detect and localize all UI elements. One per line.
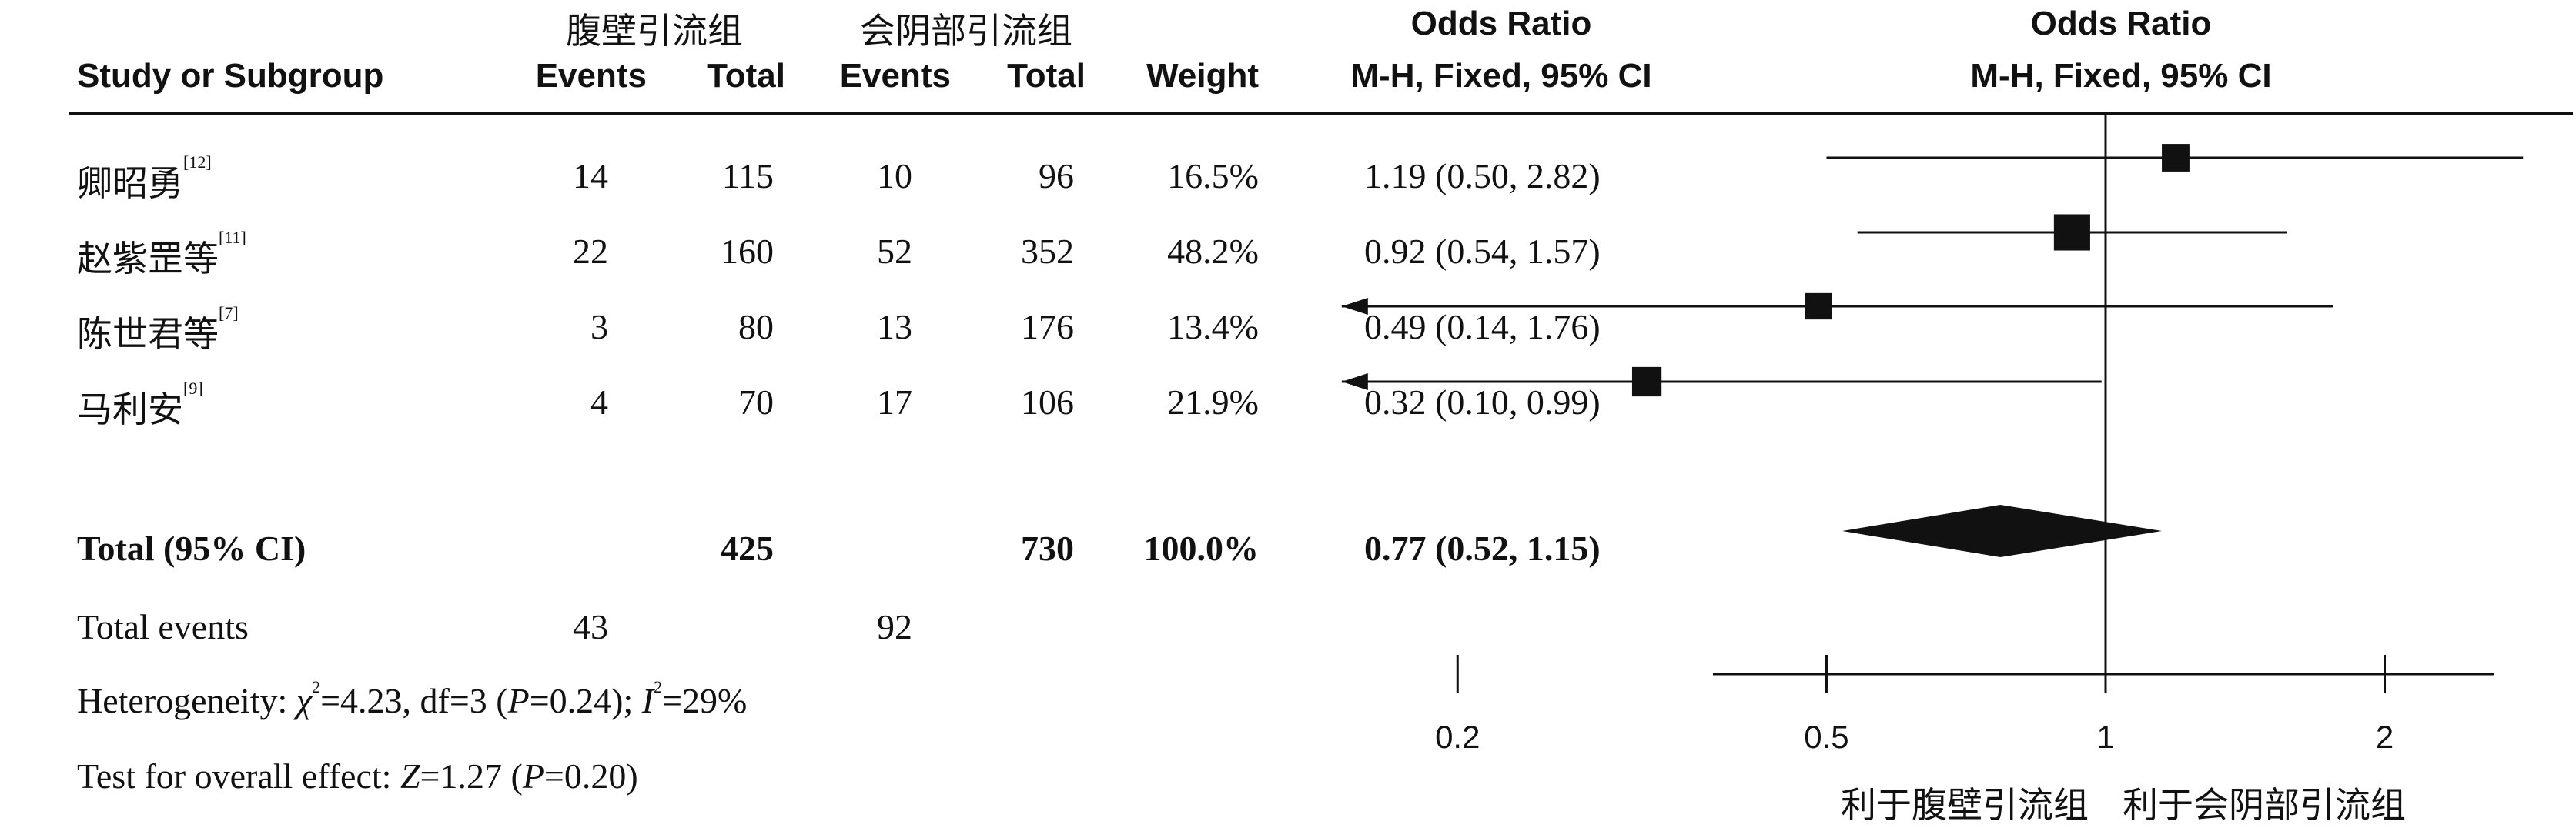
events1-cell: 4 [590,382,608,422]
header-rule [69,112,2573,115]
favours-right-label: 利于会阴部引流组 [2123,784,2406,826]
total2-sum: 730 [1021,529,1074,568]
total-ci: 0.77 (0.52, 1.15) [1364,529,1601,568]
total1-cell: 115 [721,156,774,195]
total-weight: 100.0% [1143,529,1260,568]
weight-cell: 13.4% [1167,307,1259,346]
x-tick-label: 0.2 [1435,719,1480,755]
total2-cell: 106 [1021,382,1074,422]
total2-cell: 352 [1021,232,1074,271]
x-tick-label: 0.5 [1804,719,1848,755]
total2-cell: 176 [1021,307,1074,346]
study-name: 陈世君等[7] [77,303,239,354]
events1-cell: 3 [590,307,608,346]
total-events2: 92 [877,607,912,646]
events2-cell: 10 [877,156,912,195]
study-marker [1631,366,1662,397]
study-marker [1805,292,1832,320]
study-column-header: Study or Subgroup [77,57,384,95]
plot-or-method: M-H, Fixed, 95% CI [1970,57,2272,95]
events1-header: Events [535,57,647,95]
group2-header: 会阴部引流组 [860,11,1072,51]
total1-cell: 70 [738,382,774,422]
study-ref: [9] [183,379,203,398]
study-ref: [12] [183,152,212,172]
study-marker [2162,144,2190,172]
study-name: 卿昭勇[12] [77,152,212,203]
events1-cell: 14 [573,156,608,195]
weight-header: Weight [1146,57,1259,95]
ci-cell: 1.19 (0.50, 2.82) [1364,156,1601,195]
study-ref: [7] [219,303,239,322]
total-events1: 43 [573,607,608,646]
events2-cell: 52 [877,232,912,271]
favours-left-label: 利于腹壁引流组 [1841,784,2089,826]
ci-cell: 0.92 (0.54, 1.57) [1364,232,1601,271]
ci-cell: 0.49 (0.14, 1.76) [1364,307,1601,346]
total-events-label: Total events [77,607,249,646]
weight-cell: 16.5% [1167,156,1259,195]
study-name: 马利安[9] [77,379,203,429]
total1-sum: 425 [721,529,774,568]
total2-header: Total [1007,57,1086,95]
study-marker [2053,214,2090,251]
total-label: Total (95% CI) [77,529,306,568]
x-tick-label: 2 [2376,719,2394,755]
total1-cell: 80 [738,307,774,346]
events2-header: Events [839,57,951,95]
table-or-title: Odds Ratio [1410,5,1592,42]
table-or-method: M-H, Fixed, 95% CI [1350,57,1652,95]
study-ref: [11] [219,228,246,247]
total1-cell: 160 [721,232,774,271]
events2-cell: 17 [877,382,912,422]
x-tick-label: 1 [2096,719,2114,755]
weight-cell: 21.9% [1167,382,1259,422]
ci-cell: 0.32 (0.10, 0.99) [1364,382,1601,422]
overall-effect-line: Test for overall effect: Z=1.27 (P=0.20) [77,756,638,796]
plot-or-title: Odds Ratio [2030,5,2212,42]
group1-header: 腹壁引流组 [566,11,743,51]
ci-arrow [1341,373,1368,390]
ci-arrow [1341,298,1368,315]
study-name: 赵紫罡等[11] [77,228,246,279]
events2-cell: 13 [877,307,912,346]
pooled-diamond [1842,505,2163,557]
weight-cell: 48.2% [1167,232,1259,271]
total2-cell: 96 [1039,156,1074,195]
total1-header: Total [707,57,785,95]
heterogeneity-line: Heterogeneity: χ2=4.23, df=3 (P=0.24); I… [77,677,748,720]
events1-cell: 22 [573,232,608,271]
